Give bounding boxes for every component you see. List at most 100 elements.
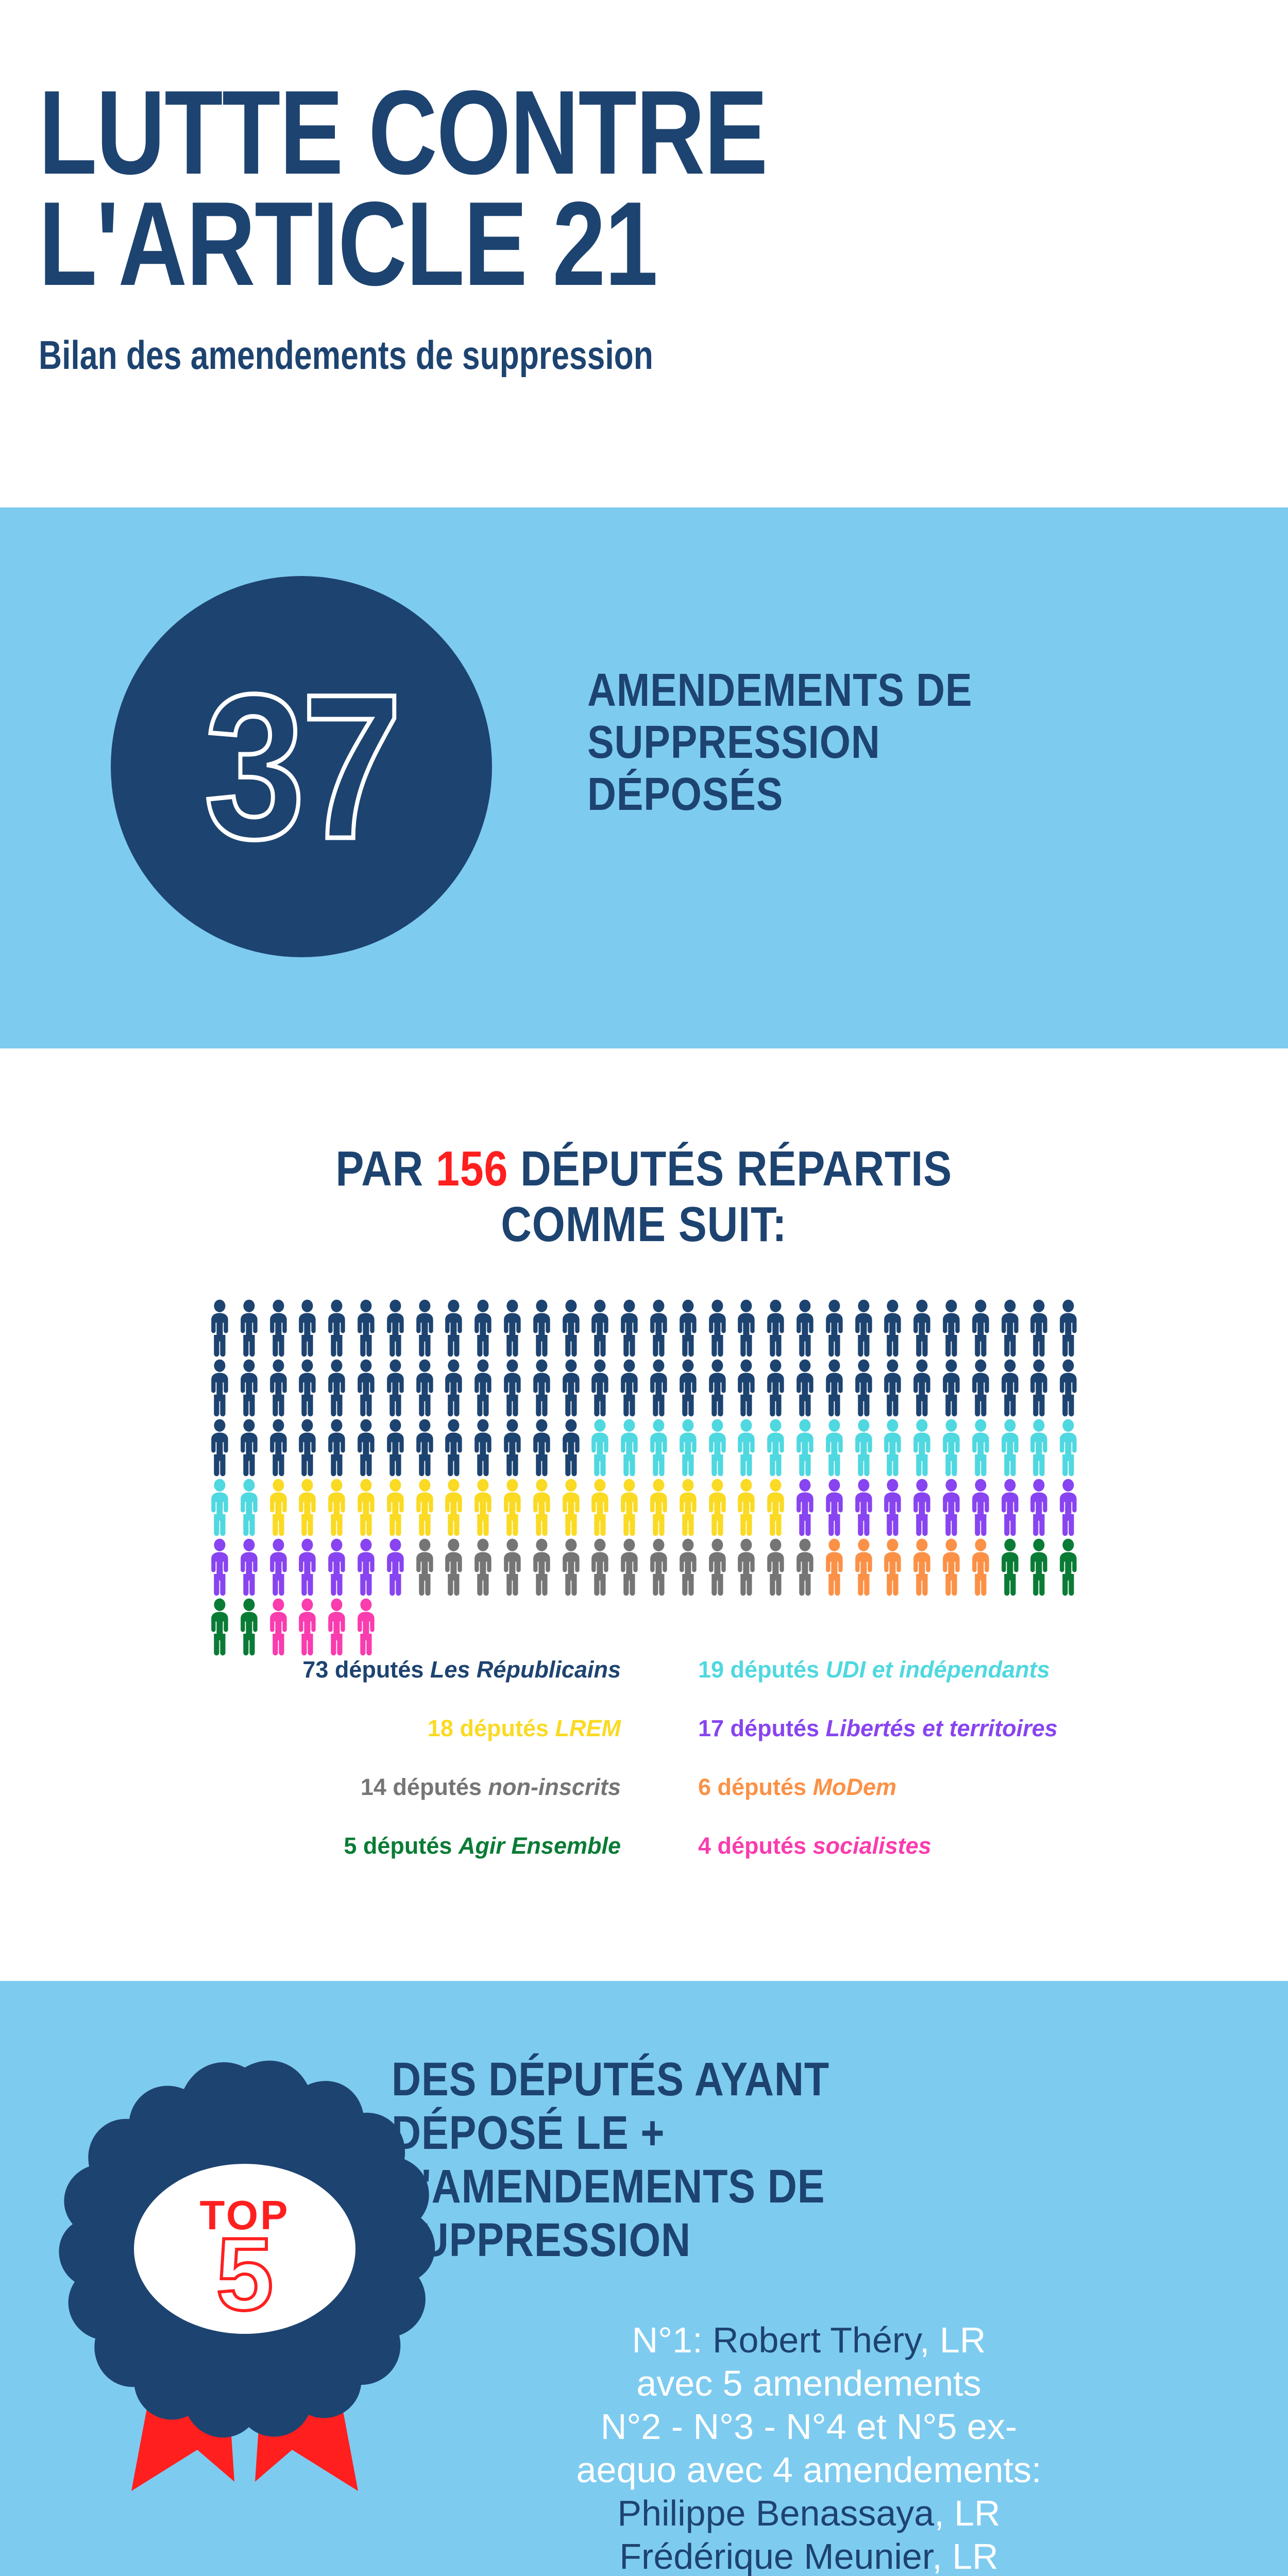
top5-band: TOP 5 DES DÉPUTÉS AYANT DÉPOSÉ LE + D'AM… (0, 1981, 1288, 2576)
pictogram-person (703, 1538, 732, 1598)
pictogram-person (234, 1299, 264, 1359)
pictogram-person (995, 1299, 1025, 1359)
heading-suffix: DÉPUTÉS RÉPARTIS (508, 1141, 953, 1196)
pictogram-person (820, 1479, 849, 1538)
pictogram-person (907, 1479, 937, 1538)
pictogram-person (907, 1359, 937, 1419)
pictogram-person (264, 1359, 293, 1419)
badge-number: 5 (216, 2217, 273, 2332)
legend-item: 4 députés socialistes (659, 1833, 1200, 1859)
pictogram-person (439, 1299, 468, 1359)
pictogram-person (468, 1299, 498, 1359)
pictogram-person (410, 1299, 439, 1359)
pictogram-person (468, 1359, 498, 1419)
top5-party: , LR (934, 2493, 1001, 2533)
pictogram-person (527, 1299, 556, 1359)
legend-count: 14 députés (360, 1774, 488, 1800)
legend-count: 73 députés (302, 1656, 430, 1683)
pictogram-person (468, 1538, 498, 1598)
pictogram-person (556, 1538, 586, 1598)
pictogram-person (1054, 1299, 1083, 1359)
legend-party: Les Républicains (430, 1656, 621, 1683)
pictogram-person (995, 1419, 1025, 1479)
legend-count: 19 députés (698, 1656, 826, 1683)
pictogram-person (703, 1419, 732, 1479)
top5-rosette-badge: TOP 5 (54, 2038, 435, 2501)
pictogram-person (673, 1299, 703, 1359)
legend-party: Libertés et territoires (825, 1715, 1058, 1741)
pictogram-person (381, 1419, 410, 1479)
pictogram-person (351, 1359, 381, 1419)
pictogram-person (907, 1419, 937, 1479)
pictogram-person (293, 1359, 322, 1419)
legend-party: Agir Ensemble (458, 1833, 621, 1859)
deputies-total: 156 (436, 1141, 509, 1196)
pictogram-person (673, 1359, 703, 1419)
pictogram-person (761, 1359, 790, 1419)
pictogram-person (585, 1419, 615, 1479)
pictogram-person (1054, 1359, 1083, 1419)
pictogram-person (351, 1598, 381, 1658)
pictogram-person (585, 1479, 615, 1538)
pictogram-person (468, 1419, 498, 1479)
pictogram-person (234, 1479, 264, 1538)
legend-item: 6 députés MoDem (659, 1774, 1200, 1801)
pictogram-person (820, 1419, 849, 1479)
pictogram-person (234, 1598, 264, 1658)
pictogram-person (351, 1299, 381, 1359)
pictogram-person (761, 1299, 790, 1359)
pictogram-person (527, 1538, 556, 1598)
pictogram-person (381, 1359, 410, 1419)
pictogram-person (790, 1419, 820, 1479)
pictogram-person (761, 1419, 790, 1479)
pictogram-person (1054, 1419, 1083, 1479)
pictogram-person (205, 1299, 234, 1359)
pictogram-person (878, 1419, 907, 1479)
pictogram-person (264, 1419, 293, 1479)
pictogram-person (966, 1479, 995, 1538)
heading-prefix: PAR (335, 1141, 436, 1196)
pictogram-person (615, 1359, 644, 1419)
pictogram-chart (205, 1299, 1083, 1658)
top5-entry: avec 5 amendements (392, 2362, 1226, 2405)
pictogram-person (732, 1538, 761, 1598)
pictogram-person (849, 1538, 878, 1598)
pictogram-person (1024, 1419, 1054, 1479)
pictogram-person (527, 1419, 556, 1479)
pictogram-person (234, 1359, 264, 1419)
pictogram-person (527, 1359, 556, 1419)
pictogram-person (644, 1359, 673, 1419)
legend-party: LREM (555, 1715, 621, 1741)
pictogram-person (585, 1299, 615, 1359)
top5-party: , LR (920, 2320, 986, 2360)
pictogram-person (322, 1479, 351, 1538)
heading-line2: COMME SUIT: (501, 1196, 787, 1252)
pictogram-person (439, 1419, 468, 1479)
pictogram-person (937, 1479, 966, 1538)
pictogram-person (615, 1299, 644, 1359)
pictogram-person (937, 1299, 966, 1359)
pictogram-person (556, 1299, 586, 1359)
pictogram-person (264, 1538, 293, 1598)
pictogram-person (556, 1359, 586, 1419)
pictogram-person (381, 1299, 410, 1359)
pictogram-person (264, 1479, 293, 1538)
pictogram-person (293, 1419, 322, 1479)
pictogram-person (790, 1299, 820, 1359)
pictogram-person (615, 1419, 644, 1479)
pictogram-person (556, 1479, 586, 1538)
pictogram-person (995, 1479, 1025, 1538)
pictogram-person (849, 1359, 878, 1419)
pictogram-person (322, 1299, 351, 1359)
badge-inner-disc (134, 2164, 355, 2334)
pictogram-person (293, 1598, 322, 1658)
pictogram-person (410, 1419, 439, 1479)
legend-party: MoDem (812, 1774, 897, 1800)
pictogram-person (615, 1479, 644, 1538)
pictogram-person (293, 1479, 322, 1538)
top5-party: , LR (932, 2536, 998, 2576)
pictogram-person (293, 1538, 322, 1598)
amendments-count-circle: 37 (111, 576, 492, 957)
legend-party: non-inscrits (488, 1774, 621, 1800)
pictogram-person (439, 1479, 468, 1538)
